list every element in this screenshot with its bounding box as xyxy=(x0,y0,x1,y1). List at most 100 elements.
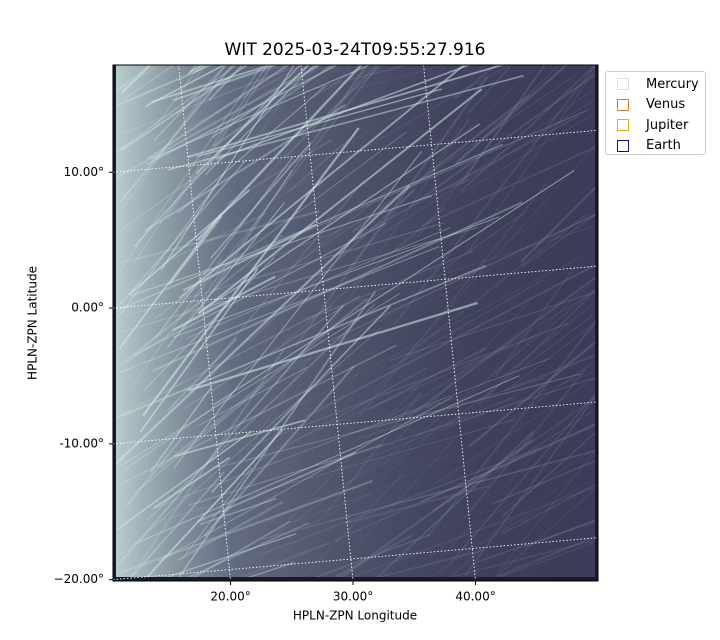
streak xyxy=(259,65,510,209)
streak xyxy=(361,549,484,581)
streak xyxy=(390,446,598,581)
streak xyxy=(237,88,568,250)
streak xyxy=(288,133,356,192)
streak xyxy=(173,151,422,469)
streak xyxy=(118,65,227,213)
legend-swatch xyxy=(617,119,629,132)
x-tick-label: 20.00° xyxy=(210,590,250,604)
streak xyxy=(177,85,327,214)
streak xyxy=(267,65,321,109)
streak xyxy=(476,519,598,563)
streak xyxy=(113,143,504,313)
streak xyxy=(121,65,153,94)
streak xyxy=(127,471,225,581)
streak xyxy=(501,429,598,517)
streak xyxy=(205,65,315,175)
streak xyxy=(382,285,598,466)
streak xyxy=(113,344,397,489)
streak xyxy=(453,65,499,100)
streak xyxy=(113,159,247,312)
streak xyxy=(159,298,369,469)
streak xyxy=(239,179,471,270)
streak xyxy=(151,358,550,510)
streak xyxy=(143,103,346,233)
streak xyxy=(283,65,379,159)
streak xyxy=(433,407,598,512)
streak xyxy=(303,533,431,581)
streak xyxy=(333,438,534,581)
streak xyxy=(427,458,598,581)
streak xyxy=(501,481,598,535)
streak xyxy=(350,401,441,435)
streak xyxy=(143,256,275,391)
streak xyxy=(211,65,320,139)
streak xyxy=(275,74,576,279)
streak xyxy=(153,65,228,141)
streak xyxy=(250,322,569,447)
streak xyxy=(125,297,226,363)
streak xyxy=(155,131,407,319)
streak xyxy=(118,479,373,575)
streak xyxy=(113,184,411,468)
legend-swatch xyxy=(617,139,629,152)
streak xyxy=(118,65,235,205)
streak xyxy=(460,65,546,185)
y-axis-label: HPLN-ZPN Latitude xyxy=(26,266,40,380)
y-tick-label: −20.00° xyxy=(54,572,104,586)
streak xyxy=(524,518,598,548)
streak xyxy=(213,169,575,406)
streak xyxy=(334,369,598,471)
streak xyxy=(175,290,377,581)
streak xyxy=(149,386,213,473)
streak xyxy=(169,212,267,261)
streak xyxy=(145,65,226,107)
streak xyxy=(182,467,252,559)
streak xyxy=(494,265,577,378)
streak xyxy=(145,303,376,522)
streak xyxy=(306,250,474,321)
streak xyxy=(124,438,182,509)
streak xyxy=(243,65,352,210)
streak xyxy=(115,154,227,234)
streak xyxy=(182,223,317,292)
streak xyxy=(344,484,491,525)
streak xyxy=(449,389,598,564)
streak xyxy=(247,434,419,553)
streak xyxy=(422,508,538,581)
streak xyxy=(253,118,470,441)
streak xyxy=(196,88,443,158)
streak xyxy=(304,262,598,419)
legend-swatch xyxy=(617,78,629,91)
legend-swatch xyxy=(617,98,629,111)
streak xyxy=(157,396,453,562)
streak xyxy=(469,338,598,447)
grid-line xyxy=(113,401,598,445)
streak xyxy=(198,88,483,315)
streak xyxy=(196,65,363,242)
streak xyxy=(371,430,535,581)
streak xyxy=(119,419,516,533)
streak xyxy=(327,212,598,343)
streak xyxy=(496,303,593,383)
streak xyxy=(488,540,598,581)
streak xyxy=(128,189,250,296)
grid-line xyxy=(423,65,476,581)
streak xyxy=(474,476,598,547)
x-tick-label: 40.00° xyxy=(455,590,495,604)
streak xyxy=(297,473,404,581)
grid-line xyxy=(300,65,354,581)
streak xyxy=(199,497,277,526)
streak xyxy=(433,394,598,512)
streak xyxy=(491,458,598,505)
streak xyxy=(357,377,544,440)
legend-entry: Jupiter xyxy=(617,115,705,136)
streak xyxy=(240,83,294,164)
image-glow xyxy=(113,65,598,581)
streak xyxy=(425,380,598,575)
streak xyxy=(134,375,520,545)
legend-label: Mercury xyxy=(646,76,699,92)
streak xyxy=(520,183,598,263)
streak xyxy=(172,275,276,332)
streak xyxy=(322,376,598,466)
